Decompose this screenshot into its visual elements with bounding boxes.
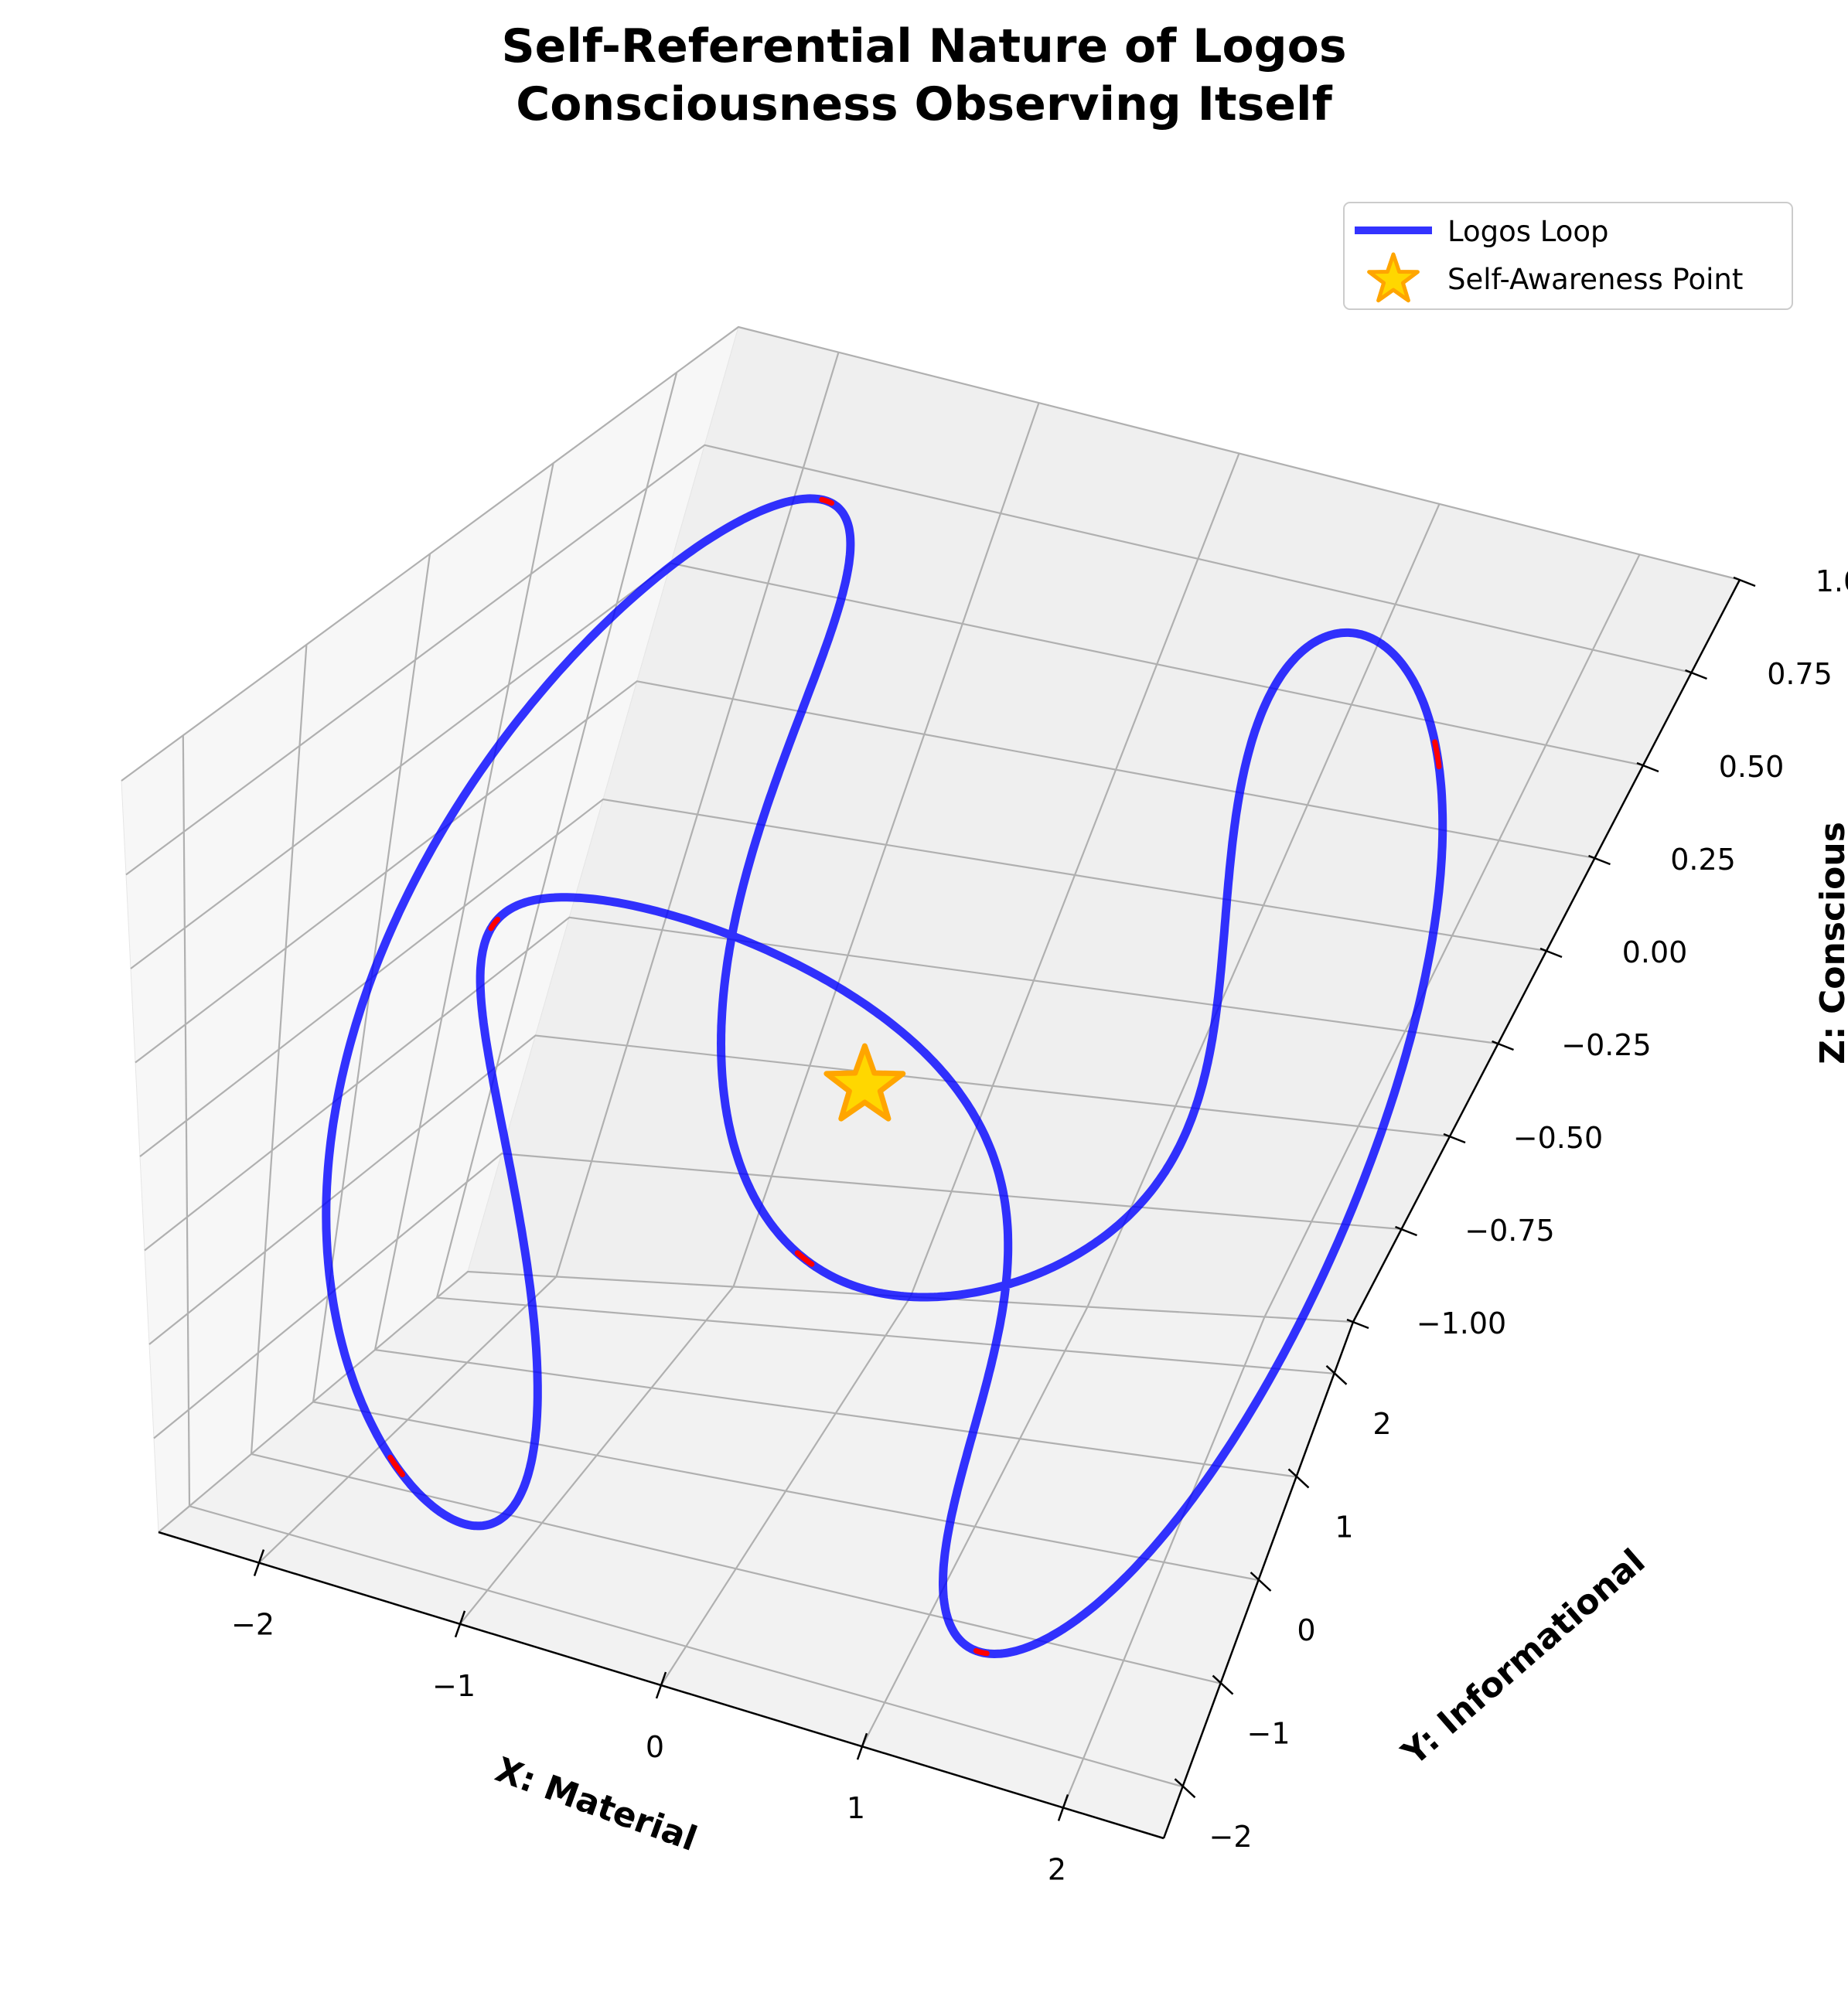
y-tick-label: −2	[1209, 1820, 1252, 1854]
legend: Logos Loop Self-Awareness Point	[1343, 202, 1793, 310]
chart-title-line-2: Consciousness Observing Itself	[516, 77, 1332, 131]
z-tick-mark	[1636, 761, 1659, 773]
y-tick-label: 2	[1372, 1407, 1391, 1441]
x-tick-label: 2	[1048, 1852, 1066, 1886]
z-tick-mark	[1346, 1318, 1369, 1330]
y-axis-label: Y: Informational	[1394, 1541, 1652, 1773]
z-tick-mark	[1492, 1040, 1514, 1051]
z-tick-label: −0.50	[1513, 1121, 1603, 1155]
z-tick-label: 0.25	[1670, 843, 1736, 877]
highlight-segment	[1432, 739, 1442, 770]
y-tick-mark	[1250, 1572, 1272, 1592]
tick-labels: −2 −1 0 1 2 −2 −1 0 1 2 −1.00 −0.75 −0.50 −0.25 0.00 0.…	[231, 564, 1848, 1886]
grid-line-z	[153, 1153, 1402, 1439]
y-tick-mark	[1212, 1674, 1234, 1695]
legend-star-swatch	[1367, 252, 1420, 303]
x-tick-mark	[1057, 1793, 1069, 1821]
legend-label-self-awareness: Self-Awareness Point	[1447, 263, 1743, 296]
z-tick-label: 0.75	[1767, 657, 1833, 691]
z-tick-label: −1.00	[1417, 1306, 1506, 1340]
z-tick-mark	[1443, 1133, 1466, 1144]
z-tick-mark	[1395, 1225, 1417, 1237]
z-tick-label: −0.25	[1561, 1028, 1651, 1062]
x-tick-mark	[253, 1549, 265, 1577]
grid-line-z	[135, 680, 1595, 1064]
x-tick-mark	[454, 1610, 466, 1638]
x-tick-mark	[655, 1671, 667, 1699]
grid-lines	[121, 325, 1741, 1808]
z-tick-mark	[1685, 669, 1707, 680]
x-axis-label: X: Material	[490, 1750, 702, 1859]
x-tick-label: −1	[432, 1669, 476, 1703]
self-awareness-point-marker	[823, 1043, 906, 1122]
highlight-segment	[973, 1647, 990, 1657]
y-tick-label: 0	[1297, 1613, 1315, 1647]
logos-loop-line	[322, 494, 1447, 1658]
z-tick-label: 0.50	[1719, 750, 1785, 784]
highlight-segment	[387, 1454, 405, 1477]
legend-label-logos-loop: Logos Loop	[1447, 215, 1609, 248]
grid-line-z	[148, 1034, 1451, 1345]
y-tick-label: −1	[1246, 1717, 1290, 1751]
grid-line-z	[144, 916, 1499, 1252]
grid-line-z	[125, 444, 1692, 876]
highlight-segment	[488, 916, 501, 932]
axis-lines	[158, 576, 1756, 1840]
z-tick-mark	[1588, 854, 1611, 866]
logos-loop-curve	[322, 494, 1447, 1658]
z-tick-mark	[1539, 947, 1563, 959]
highlight-segment	[794, 1250, 815, 1267]
axes-panes	[121, 325, 1741, 1839]
z-tick-mark	[1733, 576, 1756, 588]
grid-line-z	[121, 325, 1741, 782]
y-tick-mark	[1325, 1364, 1348, 1385]
z-axis-label: Z: Conscious	[1813, 822, 1848, 1064]
y-tick-mark	[1287, 1468, 1310, 1489]
chart-title-line-1: Self-Referential Nature of Logos	[501, 19, 1346, 73]
self-awareness-star	[823, 1043, 906, 1122]
grid-line-z	[139, 798, 1547, 1157]
x-tick-label: 1	[847, 1791, 865, 1825]
legend-box	[1343, 202, 1793, 310]
z-tick-label: 1.00	[1816, 564, 1848, 598]
x-tick-mark	[856, 1732, 868, 1760]
x-tick-label: −2	[231, 1608, 274, 1642]
y-tick-label: 1	[1335, 1510, 1353, 1544]
z-tick-label: 0.00	[1622, 935, 1688, 969]
y-tick-mark	[1174, 1778, 1196, 1799]
x-tick-label: 0	[646, 1730, 664, 1764]
z-tick-label: −0.75	[1464, 1214, 1554, 1248]
highlight-segment	[819, 496, 835, 506]
grid-line-z	[158, 1270, 1354, 1533]
